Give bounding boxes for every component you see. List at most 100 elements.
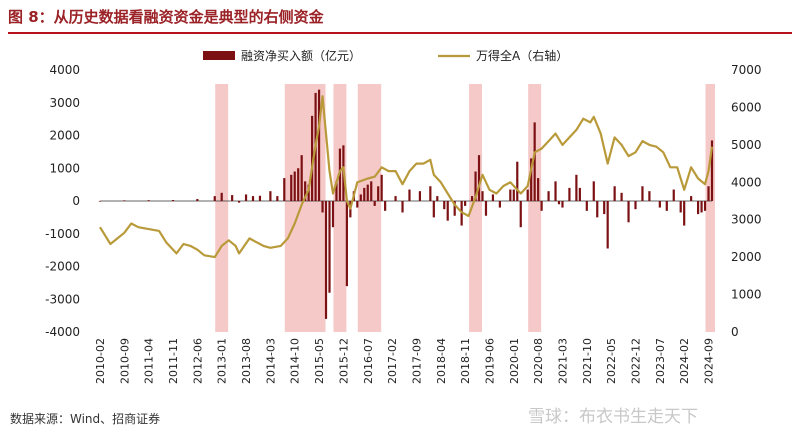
bar: [231, 195, 234, 201]
bar: [331, 201, 335, 228]
line-series: [99, 95, 714, 259]
bar: [592, 181, 595, 201]
bar: [432, 201, 435, 218]
bar: [220, 192, 223, 201]
bar: [328, 201, 331, 293]
y-right-tick-label: 5000: [731, 138, 762, 152]
x-tick-label: 2017-02: [386, 338, 399, 384]
bar: [596, 201, 599, 218]
bar: [196, 199, 199, 201]
title-rule: [8, 32, 792, 34]
y-left-tick-label: -1000: [45, 227, 80, 241]
bar: [446, 201, 449, 221]
bar: [377, 186, 380, 201]
x-tick-label: 2012-06: [191, 338, 204, 384]
x-tick-label: 2010-02: [94, 338, 107, 384]
bar: [244, 194, 248, 201]
bar: [436, 196, 439, 201]
y-left-tick-label: 1000: [49, 161, 80, 175]
y-left-tick-label: 4000: [49, 63, 80, 77]
x-tick-label: 2013-08: [240, 338, 253, 384]
bar: [533, 122, 536, 201]
x-tick-label: 2021-03: [556, 338, 569, 384]
y-right-tick-label: 3000: [731, 213, 762, 227]
bar: [464, 201, 467, 206]
bar: [297, 168, 300, 201]
x-tick-label: 2024-02: [678, 338, 691, 384]
y-left-tick-label: -4000: [45, 325, 80, 339]
legend: 融资净买入额（亿元） 万得全A（右轴）: [203, 48, 568, 63]
bar: [568, 187, 571, 201]
highlight-band: [469, 84, 483, 332]
x-tick-label: 2016-07: [362, 338, 375, 384]
highlight-band: [705, 84, 715, 332]
x-tick-label: 2022-05: [605, 338, 618, 384]
bar: [585, 201, 588, 211]
bar: [578, 187, 581, 201]
axes: 4000 3000 2000 1000 0 -1000 -2000 -3000 -4000 700…: [45, 63, 761, 384]
highlight-band: [528, 84, 542, 332]
x-tick-label: 2011-04: [143, 338, 156, 384]
y-left-tick-label: 2000: [49, 129, 80, 143]
bar: [269, 191, 272, 201]
bar: [324, 201, 328, 319]
x-tick-label: 2020-01: [508, 338, 521, 384]
x-tick-label: 2013-01: [216, 338, 229, 384]
source-note: 数据来源：Wind、招商证券: [10, 412, 161, 426]
legend-bar-swatch: [203, 51, 235, 60]
y-right-tick-label: 4000: [731, 175, 762, 189]
y-left-tick-label: -3000: [45, 292, 80, 306]
bar: [627, 201, 630, 223]
bar: [123, 200, 126, 201]
bar: [498, 201, 501, 208]
legend-bar-label: 融资净买入额（亿元）: [241, 48, 361, 63]
bar: [554, 181, 557, 201]
bar: [443, 201, 446, 210]
bar: [370, 181, 373, 201]
bar: [470, 196, 474, 201]
y-right-tick-label: 1000: [731, 288, 762, 302]
index-line: [99, 95, 714, 259]
y-left-tick-label: 0: [72, 194, 80, 208]
bar: [321, 201, 324, 213]
bar: [620, 192, 623, 201]
x-tick-label: 2011-11: [167, 338, 180, 384]
bar: [380, 174, 383, 201]
bar: [394, 196, 397, 201]
bar: [237, 201, 241, 203]
x-tick-label: 2020-08: [532, 338, 545, 384]
bar: [356, 201, 359, 208]
chart-title: 图 8：从历史数据看融资资金是典型的右侧资金: [8, 8, 324, 26]
bar: [683, 201, 686, 226]
bar: [696, 201, 700, 215]
y-right-tick-label: 6000: [731, 100, 762, 114]
x-tick-label: 2014-10: [289, 338, 302, 384]
watermark: 雪球：布衣书生走天下: [528, 407, 698, 427]
bar: [575, 174, 578, 201]
bar: [530, 158, 533, 201]
y-right-tick-label: 2000: [731, 250, 762, 264]
bar: [276, 196, 279, 201]
bar: [477, 155, 481, 201]
x-tick-label: 2014-03: [264, 338, 277, 384]
bar: [672, 189, 675, 201]
bar: [710, 140, 714, 201]
bar: [679, 201, 682, 213]
bar: [213, 196, 216, 201]
bar: [147, 200, 150, 201]
bar: [293, 171, 296, 201]
x-tick-label: 2018-04: [435, 338, 448, 384]
y-left-tick-label: 3000: [49, 96, 80, 110]
x-tick-label: 2010-09: [118, 338, 131, 384]
bar: [429, 186, 432, 201]
bar: [359, 194, 362, 201]
bar: [317, 89, 321, 201]
bar: [283, 178, 286, 201]
bar: [453, 201, 456, 216]
bar: [300, 155, 303, 201]
bar: [363, 187, 366, 201]
bar: [690, 196, 693, 201]
bar: [707, 186, 710, 201]
highlight-band: [357, 84, 382, 332]
bar: [519, 201, 522, 228]
